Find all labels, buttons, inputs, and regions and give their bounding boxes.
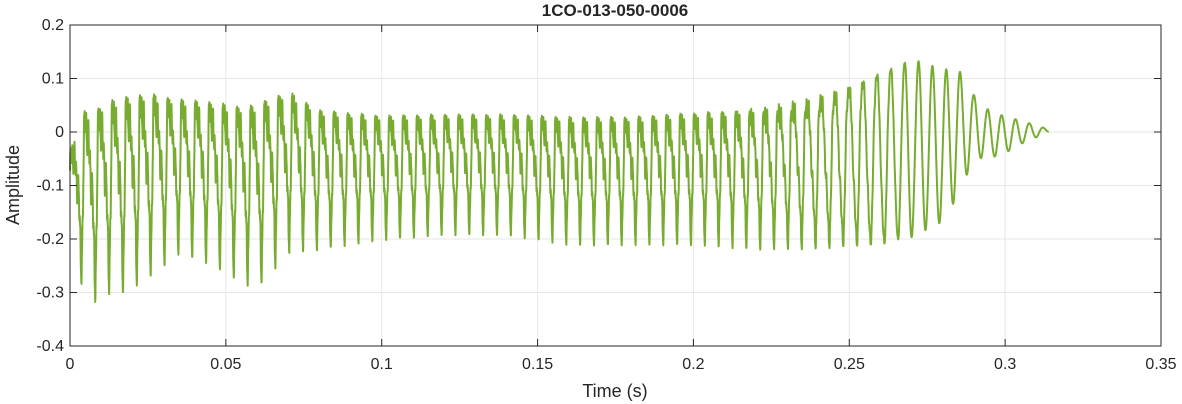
data-layer bbox=[69, 60, 1050, 303]
x-tick-label: 0.3 bbox=[994, 356, 1016, 373]
y-tick-labels: -0.4 -0.3 -0.2 -0.1 0 0.1 0.2 bbox=[36, 17, 64, 355]
tick-marks bbox=[69, 24, 1162, 347]
y-tick-label: 0.1 bbox=[42, 71, 64, 88]
x-tick-label: 0.2 bbox=[682, 356, 704, 373]
y-tick-label: -0.2 bbox=[36, 231, 64, 248]
x-axis-label: Time (s) bbox=[582, 381, 647, 401]
y-tick-label: 0.2 bbox=[42, 17, 64, 34]
x-tick-label: 0.25 bbox=[834, 356, 865, 373]
x-tick-labels: 0 0.05 0.1 0.15 0.2 0.25 0.3 0.35 bbox=[66, 356, 1177, 373]
chart-title: 1CO-013-050-0006 bbox=[542, 1, 688, 20]
x-tick-label: 0.1 bbox=[371, 356, 393, 373]
x-tick-label: 0.05 bbox=[210, 356, 241, 373]
y-tick-label: 0 bbox=[55, 124, 64, 141]
x-tick-label: 0.35 bbox=[1145, 356, 1176, 373]
y-tick-label: -0.1 bbox=[36, 178, 64, 195]
x-tick-label: 0 bbox=[66, 356, 75, 373]
y-tick-label: -0.4 bbox=[36, 338, 64, 355]
waveform-series-line bbox=[69, 60, 1050, 303]
x-tick-label: 0.15 bbox=[522, 356, 553, 373]
y-tick-label: -0.3 bbox=[36, 285, 64, 302]
y-axis-label: Amplitude bbox=[3, 145, 23, 225]
